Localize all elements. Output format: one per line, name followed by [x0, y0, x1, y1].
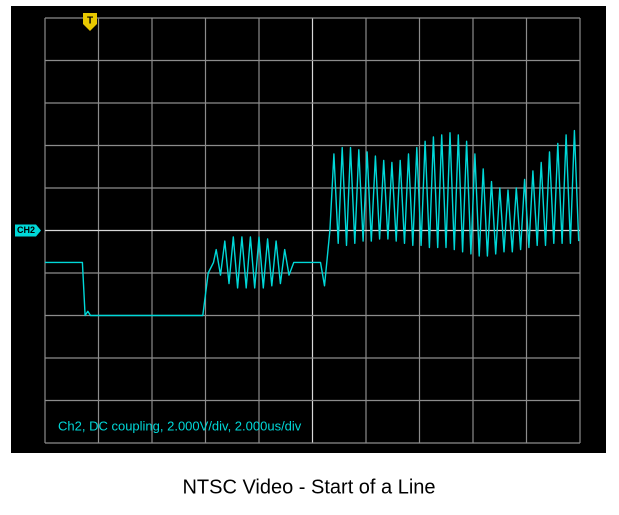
waveform-layer [45, 129, 580, 317]
scope-annotation: Ch2, DC coupling, 2.000V/div, 2.000us/di… [58, 418, 302, 433]
channel-label: CH2 [17, 225, 35, 235]
chart-title: NTSC Video - Start of a Line [182, 476, 435, 498]
waveform [45, 129, 580, 317]
grid [44, 17, 581, 444]
trigger-marker [83, 13, 97, 31]
scope-screen [11, 6, 606, 453]
channel-marker: CH2 [15, 224, 41, 237]
channel-marker-box [15, 224, 41, 237]
trigger-label: T [87, 16, 93, 27]
